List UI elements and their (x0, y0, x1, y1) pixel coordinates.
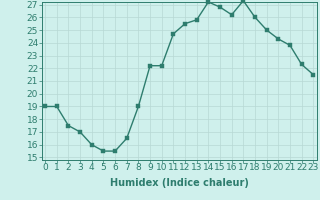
X-axis label: Humidex (Indice chaleur): Humidex (Indice chaleur) (110, 178, 249, 188)
